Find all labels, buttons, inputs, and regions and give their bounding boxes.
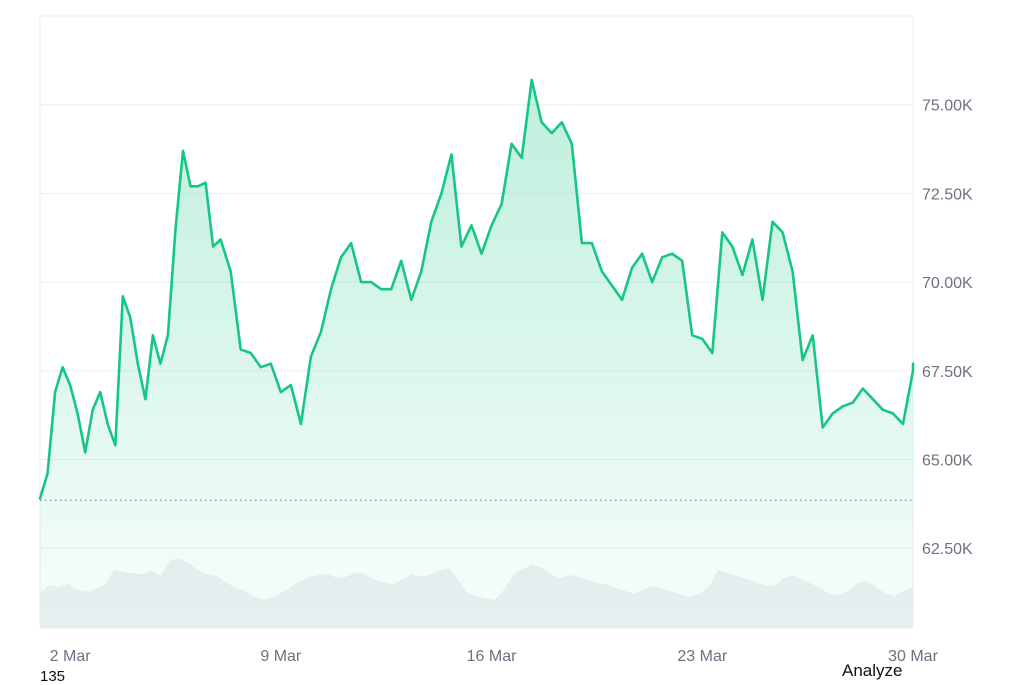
y-tick-label: 70.00K	[922, 275, 973, 292]
y-axis-ticks: 75.00K 72.50K 70.00K 67.50K 65.00K 62.50K	[922, 98, 973, 558]
price-line	[38, 78, 915, 500]
analyze-button[interactable]: Analyze	[842, 661, 903, 680]
y-tick-label: 72.50K	[922, 186, 973, 203]
price-area-fill	[40, 79, 913, 628]
y-tick-label: 75.00K	[922, 98, 973, 115]
y-tick-label: 67.50K	[922, 364, 973, 381]
y-tick-label: 65.00K	[922, 452, 973, 469]
x-tick-label: 23 Mar	[677, 648, 727, 665]
price-area	[38, 78, 915, 628]
y-tick-label: 62.50K	[922, 541, 973, 558]
x-tick-label: 9 Mar	[260, 648, 302, 665]
x-axis-ticks: 2 Mar 9 Mar 16 Mar 23 Mar 30 Mar	[50, 648, 939, 665]
x-tick-label: 2 Mar	[50, 648, 92, 665]
x-tick-label: 30 Mar	[888, 648, 938, 665]
x-tick-label: 16 Mar	[467, 648, 517, 665]
footer-left-text: 135	[40, 668, 66, 685]
